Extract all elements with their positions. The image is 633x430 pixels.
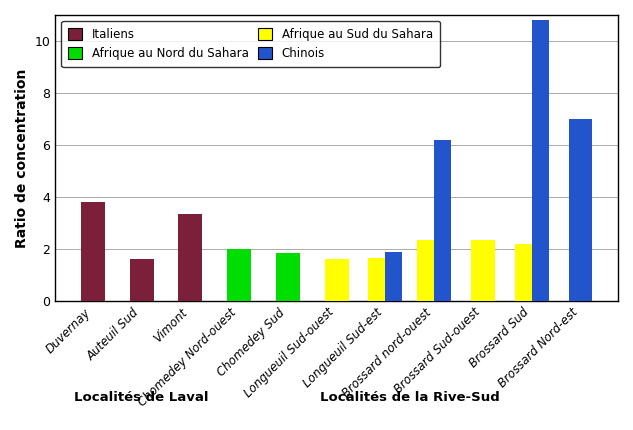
- Bar: [368, 258, 385, 301]
- Bar: [325, 259, 349, 301]
- Y-axis label: Ratio de concentration: Ratio de concentration: [15, 68, 29, 248]
- Bar: [515, 244, 532, 301]
- Text: Localités de la Rive-Sud: Localités de la Rive-Sud: [320, 391, 499, 404]
- Bar: [568, 119, 592, 301]
- Legend: Italiens, Afrique au Nord du Sahara, Afrique au Sud du Sahara, Chinois: Italiens, Afrique au Nord du Sahara, Afr…: [61, 21, 440, 67]
- Text: Localités de Laval: Localités de Laval: [74, 391, 209, 404]
- Bar: [385, 252, 403, 301]
- Bar: [179, 214, 203, 301]
- Bar: [532, 20, 549, 301]
- Bar: [276, 253, 300, 301]
- Bar: [417, 240, 434, 301]
- Bar: [81, 202, 105, 301]
- Bar: [434, 140, 451, 301]
- Bar: [227, 249, 251, 301]
- Bar: [130, 259, 154, 301]
- Bar: [471, 240, 495, 301]
